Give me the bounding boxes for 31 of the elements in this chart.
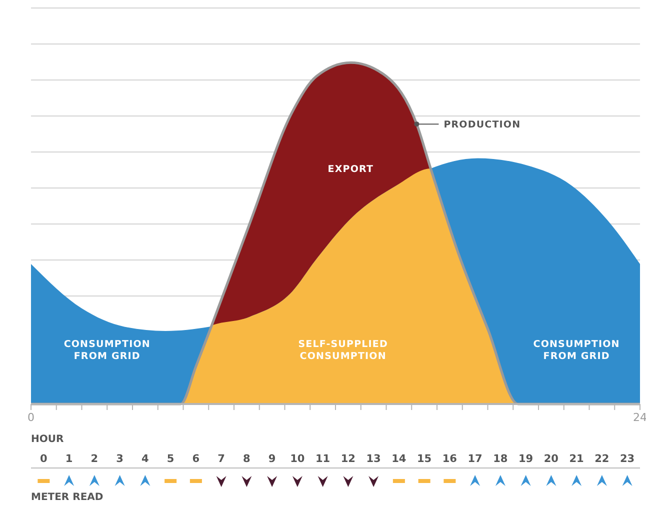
x2-tick-label: 22 [594, 453, 610, 465]
x2-tick-label: 4 [142, 453, 149, 465]
x2-tick-label: 20 [544, 453, 558, 465]
x2-tick-label: 21 [569, 453, 584, 465]
annotation: SELF-SUPPLIED CONSUMPTION [298, 338, 388, 362]
x2-tick-label: 19 [518, 453, 534, 465]
x2-tick-label: 14 [392, 453, 406, 465]
annotation: PRODUCTION [444, 120, 521, 131]
x2-tick-label: 2 [90, 453, 98, 465]
x2-tick-label: 0 [40, 453, 48, 465]
x2-tick-label: 5 [166, 453, 174, 465]
x2-tick-label: 3 [116, 453, 124, 465]
x2-tick-label: 16 [442, 453, 457, 465]
x2-tick-label: 6 [192, 453, 200, 465]
x2-tick-label: 15 [417, 453, 432, 465]
x2-tick-label: 8 [243, 453, 250, 465]
annotation: CONSUMPTION FROM GRID [533, 338, 620, 362]
x2-tick-label: 7 [218, 453, 225, 465]
x2-tick-label: 13 [366, 453, 381, 465]
x2-tick-label: 11 [316, 453, 330, 465]
x2-tick-label: 9 [268, 453, 276, 465]
x2-tick-label: 18 [493, 453, 508, 465]
x2-tick-label: 10 [290, 453, 305, 465]
x2-tick-label: 23 [620, 453, 635, 465]
annotation: EXPORT [328, 164, 374, 175]
annotation: CONSUMPTION FROM GRID [64, 338, 150, 362]
x2-tick-label: 1 [65, 453, 73, 465]
text: METER READ [31, 492, 104, 503]
x2-tick-label: 17 [468, 453, 482, 465]
x2-tick-label: 12 [340, 453, 356, 465]
x2-axis-title: HOUR [31, 434, 64, 445]
